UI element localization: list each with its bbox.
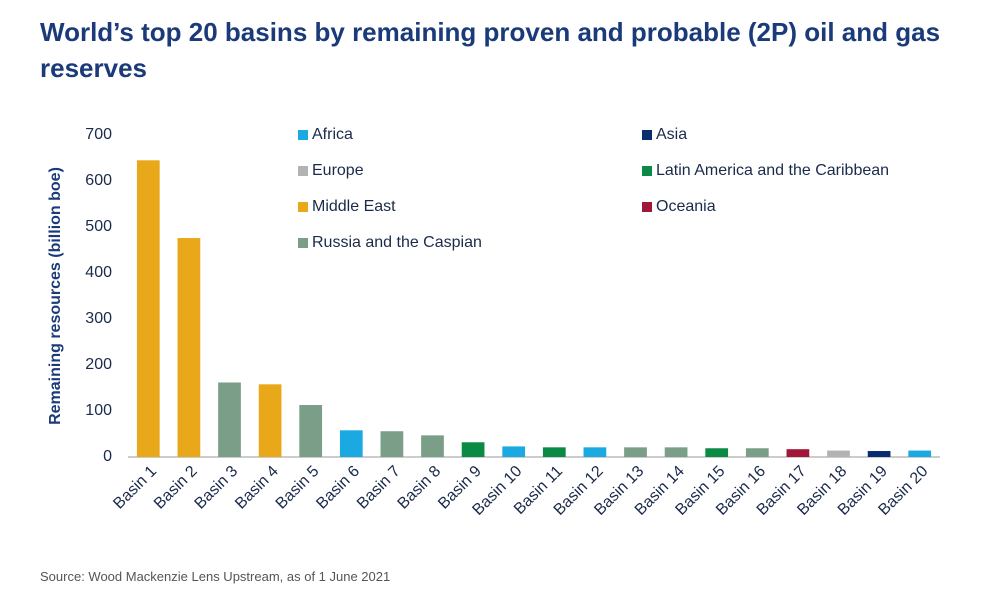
- y-axis-label: Remaining resources (billion boe): [47, 167, 64, 425]
- bar: [786, 449, 810, 457]
- bar: [908, 450, 932, 457]
- bar: [258, 384, 282, 457]
- x-tick-label: Basin 4: [232, 463, 282, 513]
- legend-label: Latin America and the Caribbean: [656, 162, 889, 179]
- y-tick-label: 200: [85, 356, 112, 373]
- bar: [421, 435, 444, 457]
- x-tick-label: Basin 5: [273, 463, 323, 513]
- legend-label: Africa: [312, 126, 353, 143]
- legend-label: Asia: [656, 126, 687, 143]
- x-tick-label: Basin 1: [110, 463, 160, 513]
- legend-label: Russia and the Caspian: [312, 234, 482, 251]
- legend-label: Oceania: [656, 198, 716, 215]
- y-tick-label: 100: [85, 402, 112, 419]
- legend-swatch: [642, 202, 652, 212]
- bar: [867, 451, 891, 457]
- x-tick-label: Basin 3: [192, 463, 242, 513]
- y-tick-label: 300: [85, 310, 112, 327]
- bar: [339, 430, 363, 457]
- y-tick-label: 600: [85, 172, 112, 189]
- legend-swatch: [298, 166, 308, 176]
- bar: [827, 450, 850, 457]
- bar: [583, 447, 607, 457]
- bar: [542, 447, 566, 457]
- legend-swatch: [642, 130, 652, 140]
- y-tick-label: 400: [85, 264, 112, 281]
- bar: [705, 448, 729, 457]
- bar: [299, 405, 323, 457]
- x-tick-label: Basin 8: [395, 463, 445, 513]
- bar: [136, 160, 160, 458]
- legend-label: Europe: [312, 162, 364, 179]
- bar: [502, 446, 526, 457]
- legend-swatch: [298, 238, 308, 248]
- bar: [218, 382, 241, 457]
- legend-swatch: [298, 202, 308, 212]
- x-tick-label: Basin 7: [354, 463, 404, 513]
- legend-label: Middle East: [312, 198, 396, 215]
- bar: [380, 431, 404, 457]
- legend-swatch: [298, 130, 308, 140]
- x-tick-label: Basin 2: [151, 463, 201, 513]
- source-note: Source: Wood Mackenzie Lens Upstream, as…: [40, 569, 391, 584]
- bar: [461, 442, 485, 457]
- y-tick-label: 700: [85, 126, 112, 143]
- x-tick-label: Basin 6: [313, 463, 363, 513]
- y-tick-label: 0: [103, 448, 112, 465]
- chart-title: World’s top 20 basins by remaining prove…: [40, 17, 941, 83]
- bar: [664, 447, 688, 457]
- bar: [177, 238, 201, 457]
- legend-swatch: [642, 166, 652, 176]
- bar: [745, 448, 769, 457]
- y-tick-label: 500: [85, 218, 112, 235]
- bar: [624, 447, 647, 457]
